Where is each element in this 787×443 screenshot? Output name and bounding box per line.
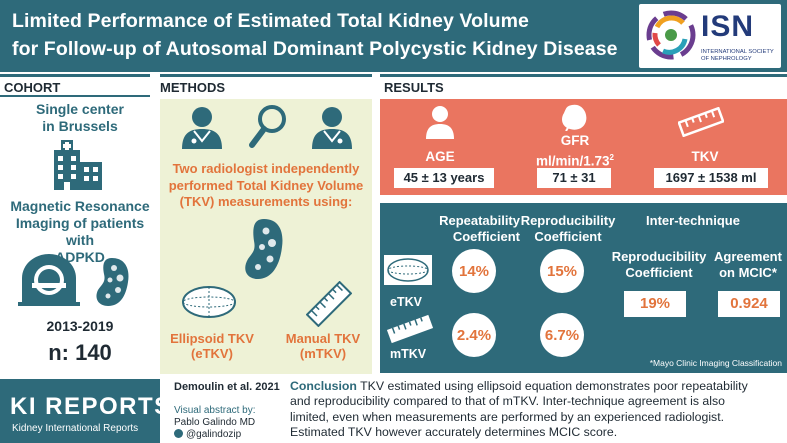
repro-head-line1: Reproducibility xyxy=(520,213,616,228)
ellipsoid-icon xyxy=(182,286,236,318)
ruler-icon xyxy=(306,281,352,327)
age-label: AGE xyxy=(425,149,455,164)
gfr-label-line2: ml/min/1.732 xyxy=(520,149,630,170)
repeat-head-line2: Coefficient xyxy=(452,229,520,244)
cohort-center-line1: Single center xyxy=(36,101,124,117)
journal-logo: KI REPORTS Kidney International Reports xyxy=(0,379,170,443)
title-line-2: for Follow-up of Autosomal Dominant Poly… xyxy=(12,38,618,60)
cohort-mri: Magnetic Resonance Imaging of patients w… xyxy=(0,198,160,266)
agreement-header: Agreement on MCIC* xyxy=(712,249,784,281)
cohort-bar-bottom xyxy=(0,95,150,97)
inter-reproducibility-value: 19% xyxy=(624,291,686,317)
mtkv-repeatability-value: 2.4% xyxy=(452,313,496,357)
results-coefficients-panel: Repeatability Coefficient Reproducibilit… xyxy=(380,203,787,373)
cohort-mri-line1: Magnetic Resonance xyxy=(10,198,150,214)
results-bar xyxy=(380,74,787,77)
cohort-bar xyxy=(0,74,150,77)
conclusion-block: Conclusion TKV estimated using ellipsoid… xyxy=(290,379,787,443)
author-name: Pablo Galindo MD xyxy=(174,417,256,428)
tkv-label: TKV xyxy=(691,149,719,164)
tkv-value: 1697 ± 1538 ml xyxy=(654,168,768,188)
journal-subtitle: Kidney International Reports xyxy=(12,423,139,434)
mtkv-row-label: mTKV xyxy=(390,347,427,361)
conclusion-line3: limited, even when measurements are perf… xyxy=(290,409,725,424)
cohort-center: Single center in Brussels xyxy=(0,101,160,135)
agree-line1: Agreement xyxy=(714,249,782,264)
mri-scanner-icon xyxy=(18,254,80,306)
manual-line2: (mTKV) xyxy=(299,346,347,361)
cohort-center-line2: in Brussels xyxy=(42,118,118,134)
ruler-tkv-icon xyxy=(678,107,724,137)
cohort-heading: COHORT xyxy=(4,80,61,95)
kidney-icon xyxy=(245,219,283,279)
conclusion-text1: TKV estimated using ellipsoid equation d… xyxy=(356,379,748,393)
manual-tkv-label: Manual TKV (mTKV) xyxy=(274,331,372,361)
twitter-icon xyxy=(174,429,183,438)
gfr-label: GFR ml/min/1.732 xyxy=(520,132,630,170)
methods-desc-line3: (TKV) measurements using: xyxy=(179,194,353,209)
etkv-repeatability-value: 14% xyxy=(452,249,496,293)
journal-name: KI REPORTS xyxy=(10,393,172,420)
methods-heading: METHODS xyxy=(160,80,225,95)
results-demographics-panel: AGE 45 ± 13 years GFR ml/min/1.732 71 ± … xyxy=(380,99,787,195)
gfr-label-line1: GFR xyxy=(560,133,590,148)
gfr-unit: ml/min/1.73 xyxy=(536,153,610,169)
ellipsoid-line1: Ellipsoid TKV xyxy=(170,331,254,346)
citation-block: Demoulin et al. 2021 Visual abstract by:… xyxy=(160,379,286,443)
ellipsoid-tkv-label: Ellipsoid TKV (eTKV) xyxy=(162,331,262,361)
isn-logo-sub1: INTERNATIONAL SOCIETY xyxy=(701,49,774,55)
cohort-years: 2013-2019 xyxy=(46,318,114,334)
kidney-gfr-icon xyxy=(562,104,587,131)
citation-text: Demoulin et al. 2021 xyxy=(174,381,280,393)
agree-line2: on MCIC* xyxy=(719,265,777,280)
cohort-n: n: 140 xyxy=(48,340,112,365)
person-icon xyxy=(426,106,454,139)
cohort-mri-line2: Imaging of patients with xyxy=(15,215,145,248)
mtkv-ruler-icon xyxy=(386,314,434,344)
magnifier-icon xyxy=(249,105,286,148)
methods-bar xyxy=(160,74,372,77)
mtkv-reproducibility-value: 6.7% xyxy=(540,313,584,357)
repeatability-header: Repeatability Coefficient xyxy=(428,213,520,245)
isn-globe-icon xyxy=(646,10,696,60)
methods-panel: Two radiologist independently performed … xyxy=(160,99,372,374)
etkv-ellipsoid-icon xyxy=(384,255,432,285)
author-handle-text: @galindozip xyxy=(186,429,242,440)
ellipsoid-line2: (eTKV) xyxy=(191,346,233,361)
agreement-value: 0.924 xyxy=(718,291,780,317)
manual-line1: Manual TKV xyxy=(285,331,361,346)
mcic-footnote: *Mayo Clinic Imaging Classification xyxy=(649,358,782,368)
doctor-icon-right xyxy=(312,107,352,149)
methods-description: Two radiologist independently performed … xyxy=(160,161,372,211)
conclusion-heading: Conclusion xyxy=(290,379,357,393)
gfr-unit-sup: 2 xyxy=(609,153,614,162)
gfr-value: 71 ± 31 xyxy=(537,168,611,188)
methods-desc-line2: performed Total Kidney Volume xyxy=(168,177,364,193)
isn-logo-text: ISN xyxy=(701,10,755,43)
repeat-head-line1: Repeatability xyxy=(439,213,520,228)
conclusion-line4: Estimated TKV however accurately determi… xyxy=(290,425,618,440)
inter-repro-line2: Coefficient xyxy=(625,265,693,280)
isn-logo: ISN INTERNATIONAL SOCIETY OF NEPHROLOGY xyxy=(639,4,781,68)
conclusion-line2: and reproducibility compared to that of … xyxy=(290,394,725,409)
hospital-icon xyxy=(54,140,102,190)
isn-logo-sub2: OF NEPHROLOGY xyxy=(701,56,752,62)
etkv-row-label: eTKV xyxy=(390,295,422,309)
author-handle[interactable]: @galindozip xyxy=(174,429,241,440)
etkv-reproducibility-value: 15% xyxy=(540,249,584,293)
inter-technique-header: Inter-technique xyxy=(646,213,740,228)
age-value: 45 ± 13 years xyxy=(394,168,494,188)
title-line-1: Limited Performance of Estimated Total K… xyxy=(12,10,529,32)
inter-reproducibility-header: Reproducibility Coefficient xyxy=(604,249,714,281)
conclusion-line1: Conclusion TKV estimated using ellipsoid… xyxy=(290,379,787,394)
doctor-icon-left xyxy=(182,107,222,149)
cystic-kidney-icon xyxy=(96,258,129,306)
reproducibility-header: Reproducibility Coefficient xyxy=(520,213,616,245)
results-heading: RESULTS xyxy=(384,80,444,95)
repro-head-line2: Coefficient xyxy=(534,229,602,244)
visual-abstract-label: Visual abstract by: xyxy=(174,405,256,416)
methods-desc-line1: Two radiologist independently xyxy=(172,161,360,176)
inter-repro-line1: Reproducibility xyxy=(611,249,707,264)
